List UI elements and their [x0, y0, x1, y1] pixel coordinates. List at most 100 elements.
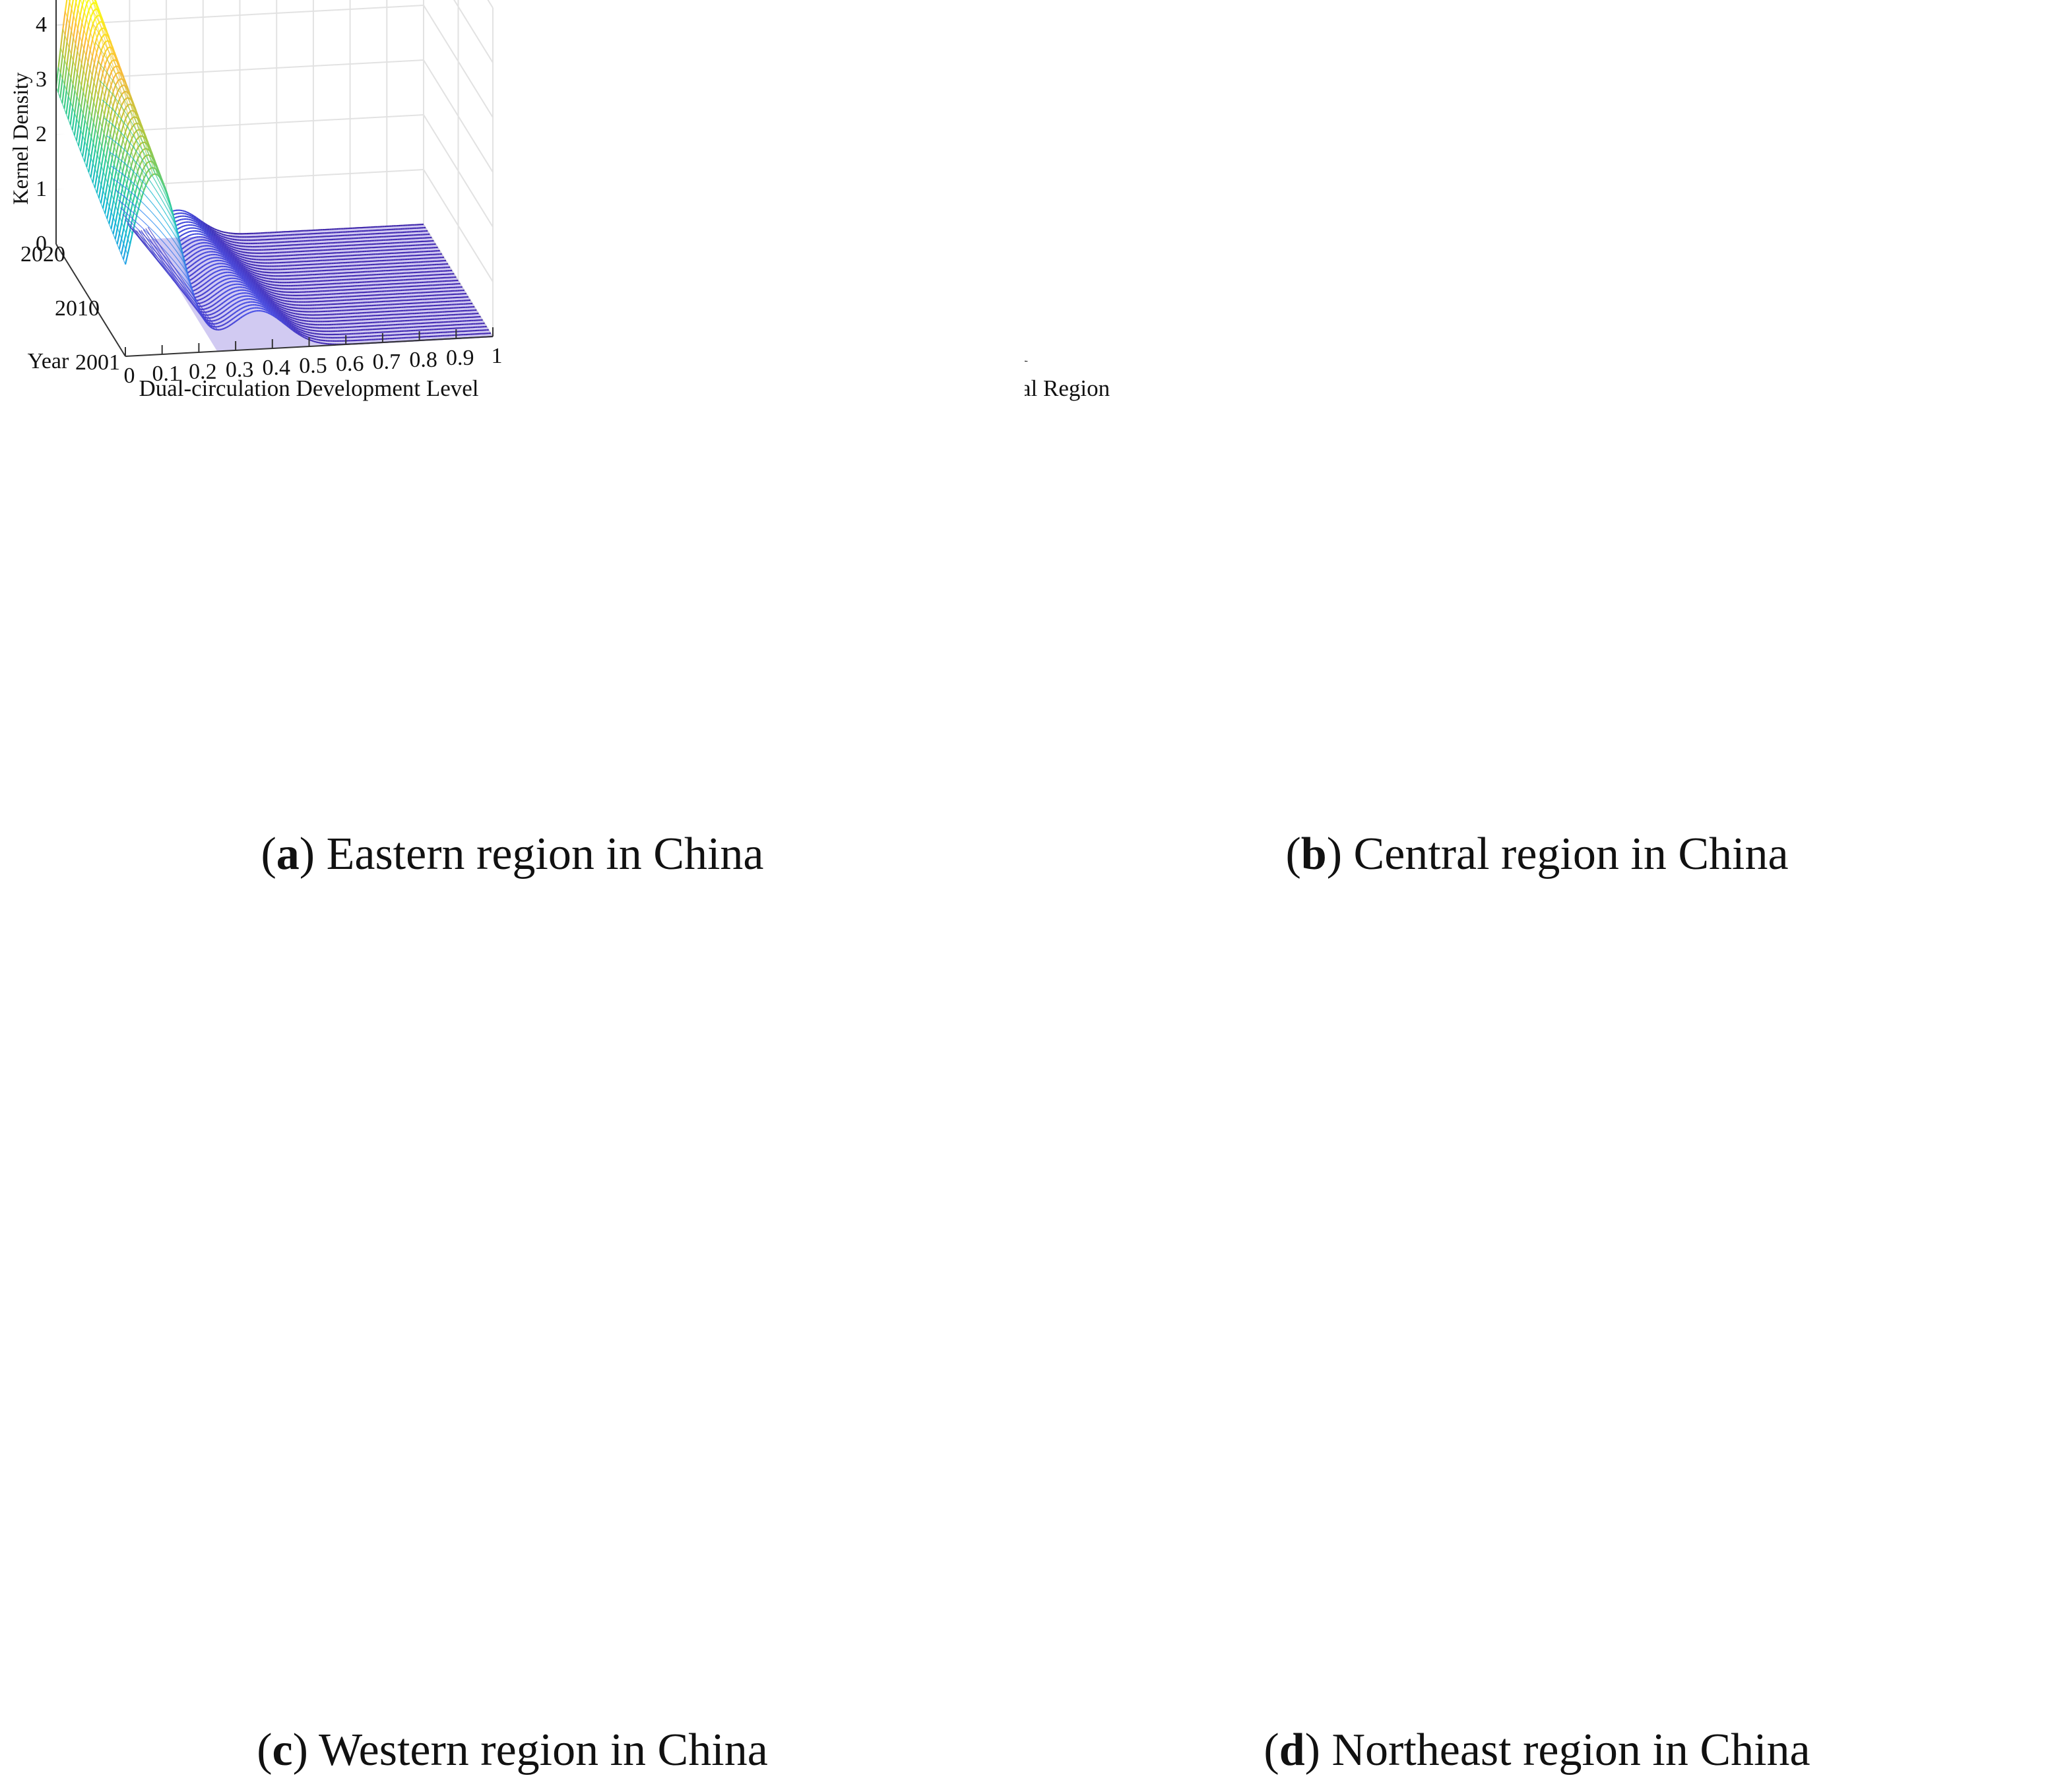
surface-line — [203, 234, 206, 237]
surface-line — [221, 244, 225, 247]
surface-line — [220, 235, 224, 238]
surface-line — [234, 257, 238, 260]
surface-line — [181, 241, 185, 245]
surface-line — [75, 9, 79, 23]
surface-line — [223, 231, 226, 234]
surface-line — [179, 209, 183, 212]
surface-line — [234, 246, 237, 249]
surface-line — [57, 73, 61, 93]
surface-line — [82, 55, 87, 71]
surface-line — [173, 209, 176, 212]
surface-line — [73, 2, 77, 16]
surface-line — [186, 215, 189, 218]
surface-line — [216, 245, 219, 249]
surface-line — [72, 67, 77, 84]
surface-line — [226, 247, 230, 250]
surface-line — [88, 5, 92, 11]
surface-line — [61, 59, 66, 79]
surface-line — [197, 228, 200, 230]
surface-line — [81, 11, 85, 23]
surface-line — [218, 232, 222, 235]
surface-line — [67, 78, 72, 96]
surface-line — [186, 243, 190, 247]
surface-line — [193, 216, 197, 220]
surface-line — [66, 48, 70, 67]
surface-line — [244, 259, 247, 262]
surface-line — [217, 238, 221, 241]
surface-line — [73, 118, 78, 136]
surface-line — [184, 240, 188, 243]
surface-line — [88, 17, 92, 26]
surface-line — [218, 247, 222, 250]
surface-line — [62, 35, 66, 54]
surface-line — [195, 216, 199, 220]
surface-line — [199, 226, 203, 230]
surface-line — [209, 227, 212, 230]
surface-line — [225, 251, 229, 254]
surface-line — [207, 236, 211, 239]
surface-line — [204, 225, 208, 229]
surface-line — [195, 243, 199, 245]
surface-line — [210, 237, 213, 240]
surface-line — [242, 256, 245, 259]
surface-line — [176, 223, 179, 226]
surface-line — [230, 238, 233, 240]
surface-line — [195, 219, 199, 222]
surface-line — [77, 57, 80, 74]
surface-line — [183, 221, 187, 224]
surface-line — [85, 25, 90, 37]
surface-line — [92, 18, 96, 25]
surface-line — [191, 215, 195, 218]
surface-line — [228, 251, 232, 255]
surface-line — [232, 241, 235, 243]
surface-line — [183, 245, 187, 248]
surface-line — [216, 243, 220, 246]
surface-line — [205, 232, 209, 235]
surface-line — [181, 212, 185, 214]
surface-line — [230, 255, 233, 259]
surface-line — [211, 228, 215, 232]
surface-line — [204, 228, 207, 231]
surface-line — [238, 245, 241, 247]
surface-line — [205, 235, 208, 238]
surface-line — [224, 245, 227, 249]
surface-line — [211, 230, 214, 234]
grid-walls — [55, 0, 494, 337]
surface-line — [74, 50, 79, 67]
surface-line — [218, 243, 222, 247]
surface-line — [70, 60, 74, 79]
surface-line — [222, 238, 226, 241]
surface-line — [201, 226, 205, 230]
surface-line — [230, 251, 234, 254]
surface-line — [192, 224, 195, 226]
surface-line — [186, 239, 190, 242]
surface-line — [203, 229, 207, 232]
surface-line — [76, 102, 80, 119]
surface-line — [65, 72, 70, 91]
surface-line — [92, 30, 96, 40]
surface-line — [57, 48, 62, 68]
surface-line — [64, 0, 68, 11]
surface-line — [218, 244, 222, 248]
surface-line — [181, 218, 184, 220]
surface-line — [228, 238, 231, 240]
surface-line — [212, 234, 216, 238]
surface-line — [86, 69, 91, 84]
surface-line — [214, 243, 217, 246]
surface-line — [224, 241, 228, 243]
surface-line — [223, 248, 227, 251]
surface-line — [210, 231, 214, 235]
surface-line — [197, 222, 201, 225]
surface-line — [69, 9, 73, 25]
surface-line — [195, 218, 199, 221]
surface-line — [177, 215, 180, 218]
surface-line — [203, 222, 206, 225]
surface-line — [72, 44, 77, 61]
surface-line — [218, 245, 222, 249]
surface-line — [210, 232, 214, 236]
surface-line — [196, 230, 199, 232]
surface-line — [222, 241, 226, 244]
surface-line — [64, 41, 68, 61]
surface-line — [185, 228, 188, 230]
surface-line — [212, 238, 216, 242]
